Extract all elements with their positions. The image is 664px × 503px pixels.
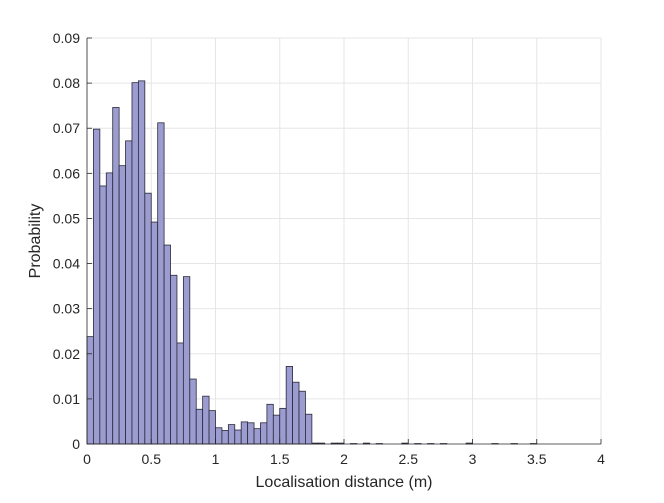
- y-axis-label: Probability: [27, 204, 44, 279]
- histogram-bar: [228, 425, 234, 444]
- histogram-bar: [222, 430, 228, 444]
- x-tick-label: 3.5: [527, 451, 547, 467]
- histogram-bar: [293, 382, 299, 444]
- histogram-bar: [254, 429, 260, 444]
- y-tick-label: 0.03: [53, 301, 80, 317]
- x-tick-label: 1.5: [270, 451, 290, 467]
- histogram-bar: [273, 415, 279, 444]
- y-tick-label: 0.01: [53, 391, 80, 407]
- x-tick-label: 2: [340, 451, 348, 467]
- histogram-bar: [145, 193, 151, 444]
- histogram-bar: [183, 277, 189, 444]
- x-axis-label: Localisation distance (m): [256, 474, 433, 491]
- histogram-bar: [87, 337, 93, 444]
- histogram-bar: [235, 430, 241, 444]
- histogram-bar: [286, 366, 292, 444]
- histogram-bar: [280, 408, 286, 444]
- y-tick-label: 0.02: [53, 346, 80, 362]
- histogram-bar: [305, 414, 311, 444]
- histogram-bar: [93, 129, 99, 444]
- histogram-bar: [196, 409, 202, 444]
- y-tick-label: 0.07: [53, 120, 80, 136]
- histogram-bar: [260, 423, 266, 444]
- histogram-bar: [100, 186, 106, 444]
- x-tick-label: 4: [597, 451, 605, 467]
- histogram-bar: [158, 123, 164, 444]
- histogram-bar: [267, 404, 273, 444]
- histogram-bar: [203, 396, 209, 444]
- histogram-bar: [126, 141, 132, 444]
- histogram-bar: [190, 379, 196, 444]
- x-tick-label: 2.5: [399, 451, 419, 467]
- y-tick-label: 0.09: [53, 30, 80, 46]
- histogram-bar: [138, 81, 144, 444]
- x-tick-label: 1: [212, 451, 220, 467]
- histogram-bar: [216, 428, 222, 444]
- x-tick-label: 0: [83, 451, 91, 467]
- histogram-bar: [119, 166, 125, 444]
- y-tick-label: 0.06: [53, 165, 80, 181]
- y-tick-label: 0.08: [53, 75, 80, 91]
- histogram-bar: [299, 391, 305, 444]
- y-tick-label: 0.04: [53, 256, 80, 272]
- histogram-bar: [132, 83, 138, 444]
- histogram-bar: [248, 423, 254, 444]
- x-tick-label: 3: [469, 451, 477, 467]
- histogram-bar: [171, 275, 177, 444]
- histogram-bar: [241, 422, 247, 444]
- y-tick-label: 0.05: [53, 210, 80, 226]
- histogram-bar: [113, 107, 119, 444]
- histogram-bar: [209, 411, 215, 444]
- y-tick-label: 0: [72, 436, 80, 452]
- histogram-bar: [106, 173, 112, 444]
- histogram-bar: [164, 245, 170, 444]
- histogram-bar: [151, 222, 157, 444]
- x-tick-label: 0.5: [142, 451, 162, 467]
- histogram-bar: [177, 343, 183, 444]
